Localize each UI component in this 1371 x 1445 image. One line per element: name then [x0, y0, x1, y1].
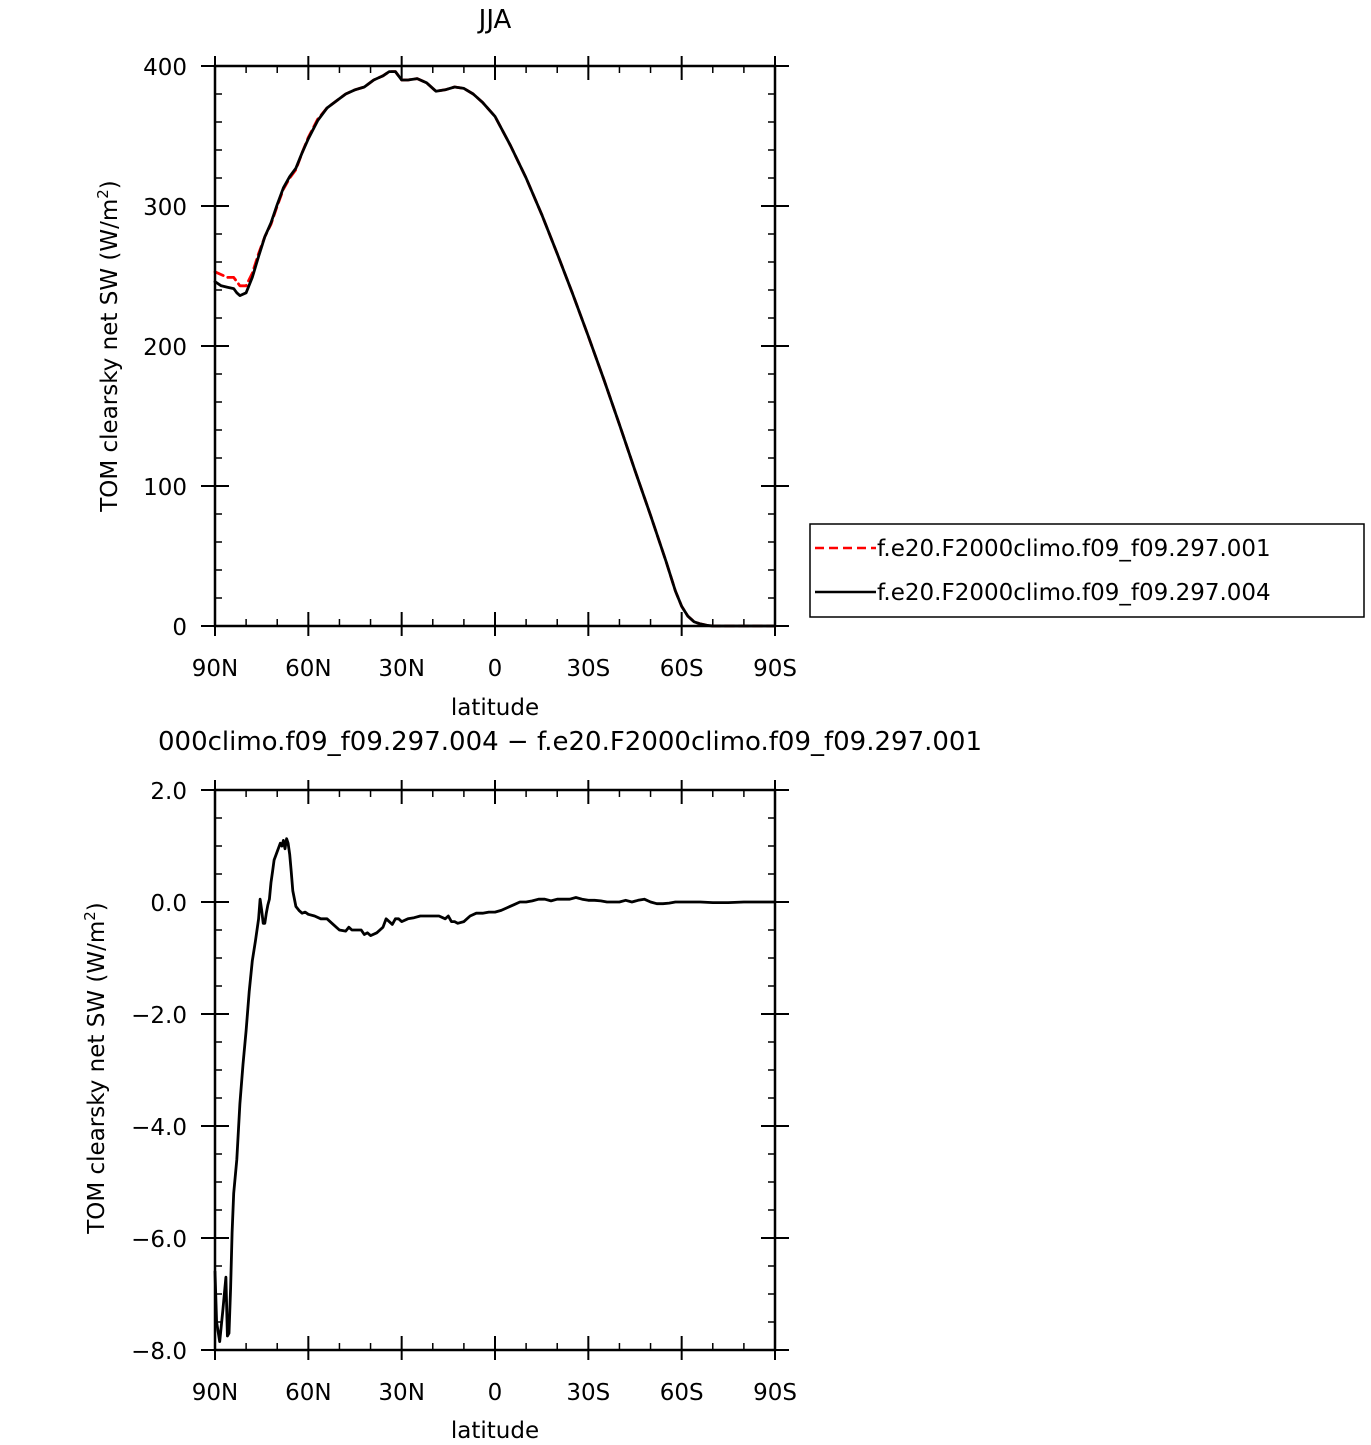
top-ticks [201, 56, 789, 636]
bottom-y-tick-labels: −8.0 −6.0 −4.0 −2.0 0.0 2.0 [131, 779, 187, 1365]
x-tick-label: 90S [753, 656, 797, 682]
x-tick-label: 30S [566, 1380, 610, 1406]
y-tick-label: 2.0 [150, 779, 187, 805]
series-line-2 [213, 70, 777, 628]
bottom-x-tick-labels: 90N 60N 30N 0 30S 60S 90S [192, 1380, 797, 1406]
y-tick-label: −6.0 [131, 1227, 187, 1253]
x-tick-label: 60S [660, 1380, 704, 1406]
top-y-tick-labels: 0 100 200 300 400 [143, 55, 187, 641]
bottom-ticks [201, 780, 789, 1360]
x-tick-label: 30N [378, 656, 424, 682]
top-panel: JJA 90N 60N 30N 0 30S 60S 90S 0 100 200 300 400 la… [94, 5, 1365, 721]
series-line-1 [213, 70, 777, 628]
y-tick-label: 200 [143, 335, 187, 361]
top-plot-frame [213, 64, 777, 628]
y-tick-label: −4.0 [131, 1115, 187, 1141]
series-line-1 [213, 837, 777, 1343]
legend-box [809, 523, 1365, 618]
y-tick-label: 400 [143, 55, 187, 81]
bottom-chart-title: 000climo.f09_f09.297.004 − f.e20.F2000cl… [158, 727, 982, 757]
top-series-lines [213, 70, 777, 628]
top-x-tick-labels: 90N 60N 30N 0 30S 60S 90S [192, 656, 797, 682]
x-tick-label: 30N [378, 1380, 424, 1406]
bottom-plot-frame [213, 788, 777, 1352]
bottom-series-lines [213, 837, 777, 1343]
y-tick-label: −8.0 [131, 1339, 187, 1365]
bottom-y-axis-label: TOM clearsky net SW (W/m2) [81, 902, 110, 1235]
top-y-axis-label: TOM clearsky net SW (W/m2) [94, 180, 123, 513]
y-tick-label: 100 [143, 475, 187, 501]
legend: f.e20.F2000climo.f09_f09.297.001 f.e20.F… [809, 523, 1365, 618]
legend-label-004: f.e20.F2000climo.f09_f09.297.004 [877, 580, 1271, 606]
top-chart-title: JJA [477, 5, 512, 35]
x-tick-label: 0 [488, 656, 503, 682]
legend-label-001: f.e20.F2000climo.f09_f09.297.001 [877, 536, 1271, 562]
y-tick-label: 0 [172, 615, 187, 641]
x-tick-label: 60N [285, 656, 331, 682]
x-tick-label: 90N [192, 1380, 238, 1406]
x-tick-label: 90N [192, 656, 238, 682]
bottom-x-axis-label: latitude [451, 1418, 539, 1444]
x-tick-label: 0 [488, 1380, 503, 1406]
y-tick-label: 0.0 [150, 891, 187, 917]
x-tick-label: 60S [660, 656, 704, 682]
y-tick-label: 300 [143, 195, 187, 221]
x-tick-label: 60N [285, 1380, 331, 1406]
x-tick-label: 90S [753, 1380, 797, 1406]
y-tick-label: −2.0 [131, 1003, 187, 1029]
x-tick-label: 30S [566, 656, 610, 682]
top-x-axis-label: latitude [451, 695, 539, 721]
bottom-panel: 000climo.f09_f09.297.004 − f.e20.F2000cl… [81, 727, 982, 1444]
